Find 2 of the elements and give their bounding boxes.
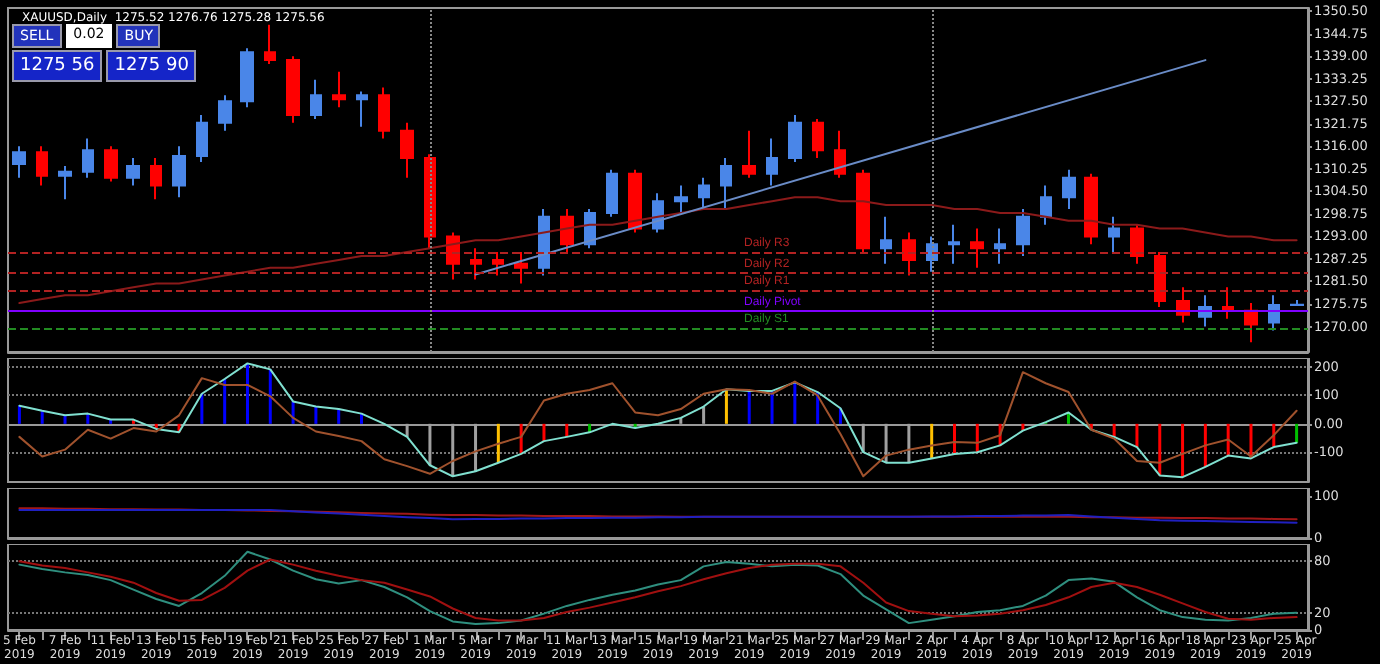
annotation: 1275 90 [106,50,197,82]
annotation: 1275 56 [12,50,103,82]
